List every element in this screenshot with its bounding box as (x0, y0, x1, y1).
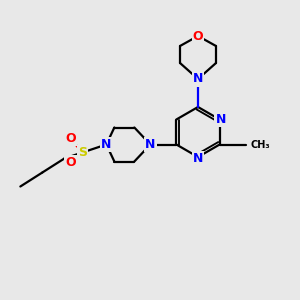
Text: S: S (78, 146, 87, 159)
Text: N: N (193, 152, 203, 164)
Text: O: O (65, 156, 76, 169)
Text: CH₃: CH₃ (251, 140, 270, 149)
Text: O: O (193, 29, 203, 43)
Text: N: N (193, 73, 203, 85)
Text: N: N (101, 138, 112, 151)
Text: N: N (215, 113, 226, 126)
Text: O: O (65, 132, 76, 145)
Text: N: N (145, 138, 155, 151)
